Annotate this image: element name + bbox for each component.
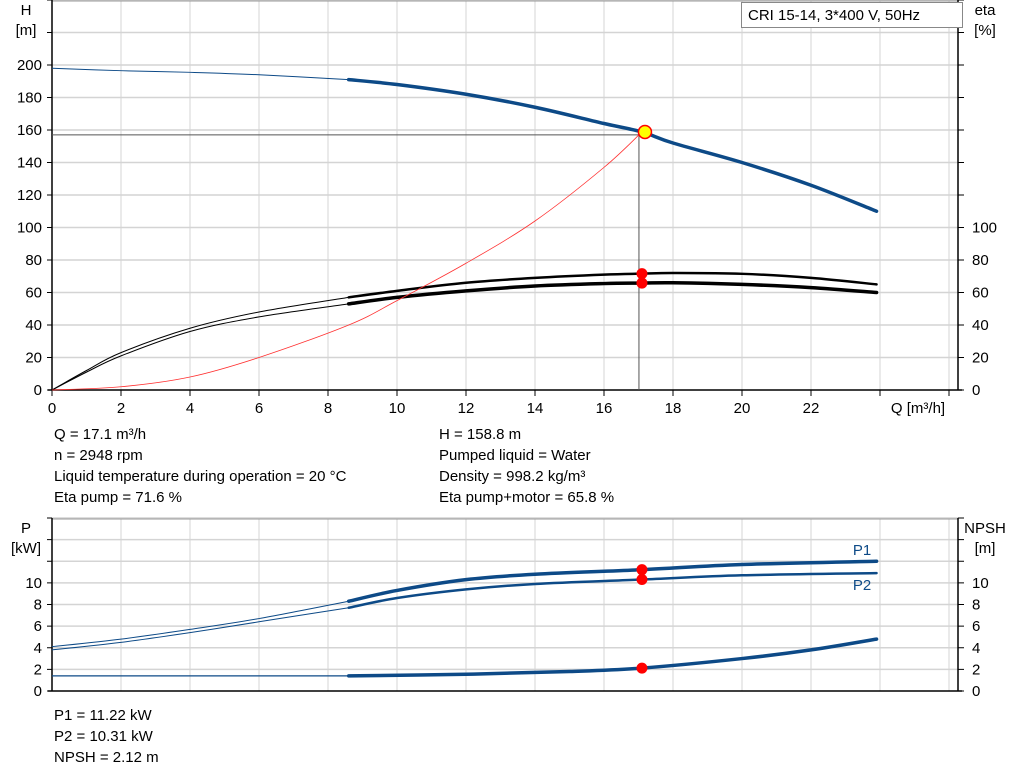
p1-value: P1 = 11.22 kW: [54, 707, 152, 724]
P2-duty-point: [636, 574, 648, 586]
y-tick-label: 20: [25, 350, 42, 367]
p1-series-label: P1: [853, 542, 871, 559]
eta_pump-curve: [347, 271, 878, 299]
y-tick-label: 160: [17, 122, 42, 139]
NPSH-curve: [346, 637, 879, 678]
info-bottom: P1 = 11.22 kW P2 = 10.31 kW NPSH = 2.12 …: [54, 705, 159, 768]
y2-axis-unit: [%]: [974, 22, 996, 39]
x-tick-label: 0: [48, 400, 56, 417]
y2-tick-label: 10: [972, 575, 989, 592]
y-tick-label: 40: [25, 317, 42, 334]
speed: n = 2948 rpm: [54, 447, 143, 464]
y2-tick-label: 4: [972, 640, 980, 657]
P1-curve-extrapolated: [51, 600, 349, 648]
y-axis-label: H: [21, 2, 32, 19]
x-tick-label: 2: [117, 400, 125, 417]
head-curve: [346, 77, 879, 213]
info-top-left: Q = 17.1 m³/h n = 2948 rpm Liquid temper…: [54, 424, 346, 508]
npsh-value: NPSH = 2.12 m: [54, 749, 159, 766]
eta-pump-duty-point: [636, 268, 648, 280]
system-curve: [51, 131, 643, 391]
y-tick-label: 8: [34, 597, 42, 614]
y-tick-label: 60: [25, 285, 42, 302]
y2-tick-label: 0: [972, 382, 980, 399]
y2-axis-label: eta: [975, 2, 997, 19]
y2-tick-label: 100: [972, 220, 997, 237]
y2-tick-label: 0: [972, 683, 980, 700]
head-curve-extrapolated: [51, 67, 349, 81]
x-tick-label: 6: [255, 400, 263, 417]
y-tick-label: 0: [34, 382, 42, 399]
x-tick-label: 20: [734, 400, 751, 417]
P1-duty-point: [636, 564, 648, 576]
y2-tick-label: 2: [972, 661, 980, 678]
y-tick-label: 2: [34, 661, 42, 678]
head: H = 158.8 m: [439, 426, 522, 443]
y2-tick-label: 60: [972, 285, 989, 302]
flow-rate: Q = 17.1 m³/h: [54, 426, 147, 443]
head-duty-point: [637, 124, 653, 140]
y2-tick-label: 8: [972, 597, 980, 614]
p2-value: P2 = 10.31 kW: [54, 728, 153, 745]
y-tick-label: 10: [25, 575, 42, 592]
y2-tick-label: 80: [972, 252, 989, 269]
y-tick-label: 120: [17, 187, 42, 204]
p2-series-label: P2: [853, 577, 871, 594]
y-tick-label: 80: [25, 252, 42, 269]
info-top-right: H = 158.8 m Pumped liquid = Water Densit…: [439, 424, 614, 508]
x-tick-label: 8: [324, 400, 332, 417]
y-axis-unit: [kW]: [11, 540, 41, 557]
liquid-temperature: Liquid temperature during operation = 20…: [54, 468, 347, 485]
P1-curve: [346, 559, 879, 604]
x-tick-label: 16: [596, 400, 613, 417]
NPSH-duty-point: [636, 662, 648, 674]
y2-tick-label: 20: [972, 350, 989, 367]
eta-pump-motor-duty-point: [636, 277, 648, 289]
y-tick-label: 4: [34, 640, 42, 657]
pump-model-legend: CRI 15-14, 3*400 V, 50Hz: [741, 2, 963, 28]
y2-tick-label: 40: [972, 317, 989, 334]
x-axis-label: Q [m³/h]: [891, 400, 945, 417]
P2-curve: [347, 571, 878, 609]
x-tick-label: 12: [458, 400, 475, 417]
x-tick-label: 4: [186, 400, 194, 417]
x-tick-label: 22: [803, 400, 820, 417]
x-tick-label: 14: [527, 400, 544, 417]
y-tick-label: 180: [17, 90, 42, 107]
eta-pump-motor: Eta pump+motor = 65.8 %: [439, 489, 615, 506]
y-tick-label: 140: [17, 155, 42, 172]
pumped-liquid: Pumped liquid = Water: [439, 447, 591, 464]
y2-axis-unit: [m]: [975, 540, 996, 557]
y-axis-label: P: [21, 520, 31, 537]
density: Density = 998.2 kg/m³: [439, 468, 586, 485]
P2-curve-extrapolated: [51, 607, 349, 651]
y-tick-label: 100: [17, 220, 42, 237]
eta-pump: Eta pump = 71.6 %: [54, 489, 182, 506]
eta_pump-curve-extrapolated: [51, 296, 349, 391]
y-tick-label: 0: [34, 683, 42, 700]
x-tick-label: 10: [389, 400, 406, 417]
y-tick-label: 200: [17, 57, 42, 74]
eta_pump_motor-curve: [346, 280, 879, 306]
x-tick-label: 18: [665, 400, 682, 417]
y-tick-label: 6: [34, 618, 42, 635]
y-axis-unit: [m]: [16, 22, 37, 39]
y2-axis-label: NPSH: [964, 520, 1006, 537]
eta_pump_motor-curve-extrapolated: [51, 303, 349, 391]
y2-tick-label: 6: [972, 618, 980, 635]
